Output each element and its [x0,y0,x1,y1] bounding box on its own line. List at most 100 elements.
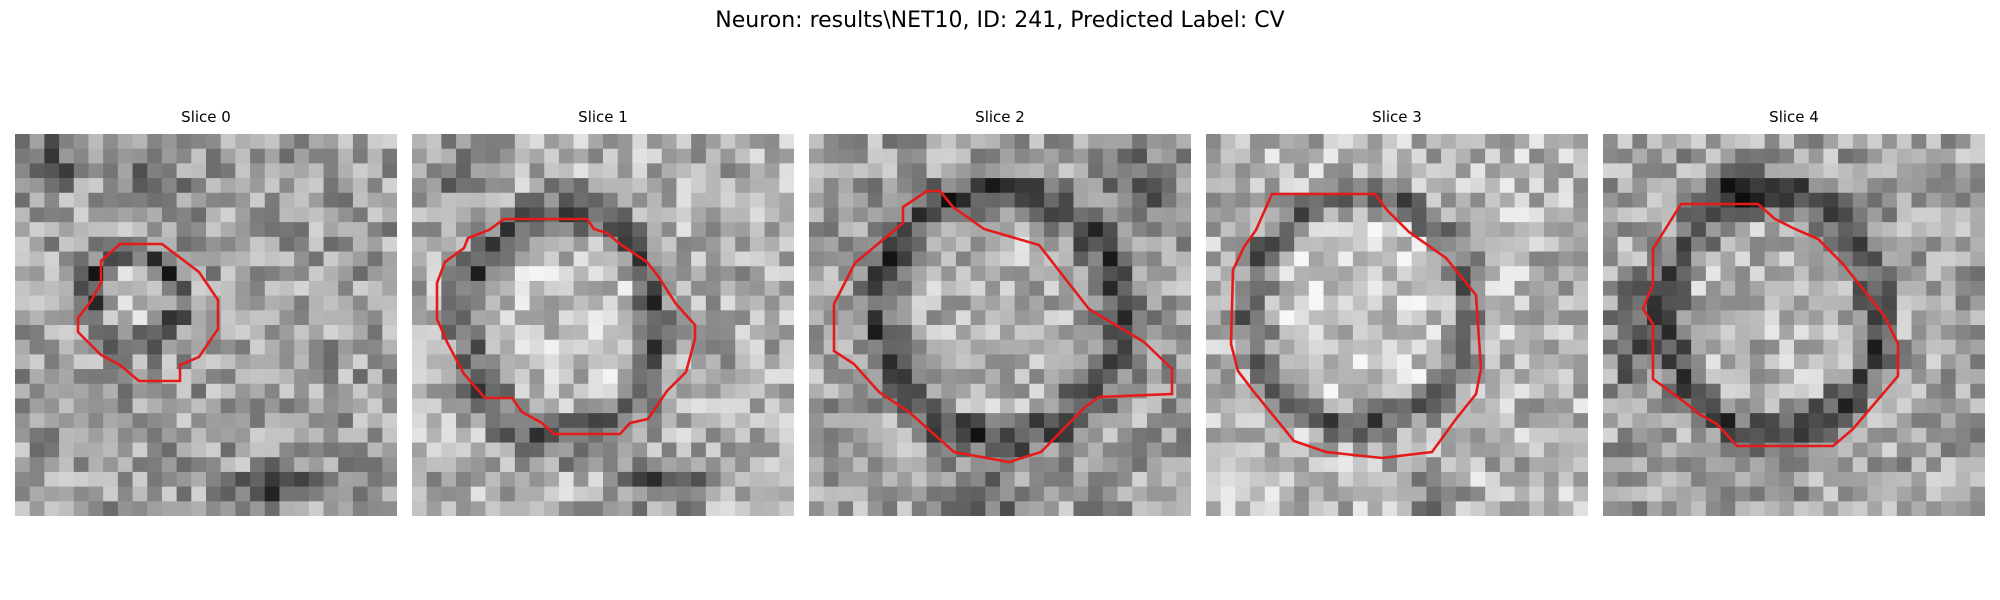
image-pixel [1705,266,1722,282]
image-pixel [632,310,648,326]
image-pixel [1543,134,1560,150]
image-pixel [1308,251,1325,267]
image-pixel [809,295,825,311]
image-pixel [985,471,1001,488]
image-pixel [926,192,942,209]
image-pixel [1397,413,1413,429]
image-pixel [1499,310,1516,326]
image-pixel [1514,383,1530,400]
image-pixel [1029,207,1045,223]
image-pixel [1940,178,1957,194]
image-pixel [867,178,884,194]
image-pixel [1146,295,1163,311]
image-pixel [1485,236,1501,253]
image-pixel [235,163,251,179]
image-pixel [264,178,281,194]
image-pixel [1000,134,1016,150]
image-pixel [1735,251,1751,267]
image-pixel [632,163,648,179]
image-pixel [279,369,295,385]
image-pixel [764,457,780,473]
image-pixel [1499,280,1516,297]
image-pixel [809,398,825,414]
image-pixel [941,148,957,164]
image-pixel [1852,354,1869,370]
image-pixel [1382,163,1398,179]
image-pixel [338,222,354,238]
slice-image-4 [1603,134,1985,516]
image-pixel [661,471,678,488]
image-pixel [853,398,869,414]
image-pixel [1102,207,1119,223]
image-pixel [1088,251,1104,267]
image-pixel [1882,236,1898,253]
image-pixel [691,383,707,400]
image-pixel [412,325,428,341]
image-pixel [1749,163,1766,179]
image-pixel [73,266,90,282]
image-pixel [838,398,854,414]
image-pixel [1044,163,1060,179]
image-pixel [1779,178,1795,194]
image-pixel [1676,178,1692,194]
image-pixel [1617,442,1633,458]
image-pixel [220,369,236,385]
image-pixel [573,398,589,414]
image-pixel [73,369,90,385]
image-pixel [1573,398,1588,414]
image-pixel [1838,148,1854,164]
image-pixel [1338,427,1354,444]
image-pixel [1441,192,1457,209]
image-pixel [838,178,854,194]
image-pixel [1617,163,1633,179]
image-pixel [44,413,60,429]
image-pixel [1661,427,1678,444]
image-pixel [1661,471,1678,488]
image-pixel [632,398,648,414]
image-pixel [720,471,736,488]
image-pixel [1691,398,1707,414]
image-pixel [1485,134,1501,150]
image-pixel [132,280,148,297]
image-pixel [1411,163,1427,179]
image-pixel [1235,163,1251,179]
image-pixel [441,383,457,400]
image-pixel [1970,222,1985,238]
image-pixel [1603,192,1619,209]
image-pixel [220,207,236,223]
image-pixel [1808,457,1824,473]
image-pixel [88,192,104,209]
image-pixel [191,398,207,414]
image-pixel [44,369,60,385]
image-pixel [1102,310,1119,326]
image-pixel [970,266,986,282]
image-pixel [15,427,31,444]
image-pixel [235,148,251,164]
image-pixel [1485,222,1501,238]
image-pixel [1749,369,1766,385]
image-pixel [1088,501,1104,516]
image-pixel [1146,251,1163,267]
image-pixel [558,266,575,282]
image-pixel [1455,280,1472,297]
image-pixel [1308,383,1325,400]
image-pixel [1294,163,1310,179]
image-pixel [558,236,575,253]
image-pixel [250,501,266,516]
image-pixel [676,251,692,267]
image-pixel [1794,207,1810,223]
image-pixel [603,457,619,473]
image-pixel [544,192,560,209]
image-pixel [1014,148,1030,164]
image-pixel [1867,427,1883,444]
image-pixel [544,457,560,473]
contour-outline-4 [1641,202,1900,448]
image-pixel [1603,383,1619,400]
image-pixel [308,222,325,238]
image-pixel [544,398,560,414]
image-pixel [352,325,369,341]
image-pixel [1426,383,1442,400]
image-pixel [1146,413,1163,429]
image-pixel [529,163,545,179]
image-pixel [352,501,369,516]
